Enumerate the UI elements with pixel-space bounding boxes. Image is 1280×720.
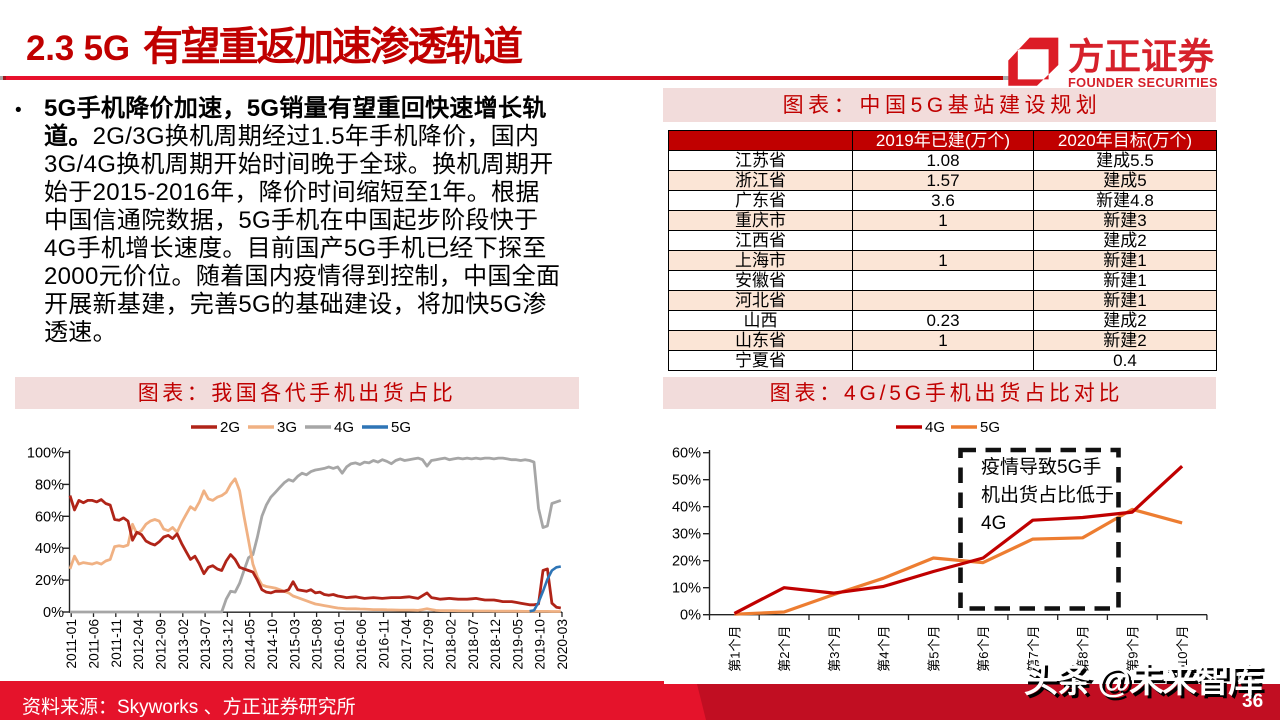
svg-text:第8个月: 第8个月 <box>1076 626 1091 672</box>
svg-text:20%: 20% <box>35 573 64 589</box>
svg-text:40%: 40% <box>35 541 64 557</box>
svg-text:机出货占比低于: 机出货占比低于 <box>981 484 1114 506</box>
svg-text:50%: 50% <box>672 473 701 489</box>
svg-text:2016-11: 2016-11 <box>377 619 392 669</box>
svg-text:第9个月: 第9个月 <box>1125 626 1140 672</box>
svg-text:2017-04: 2017-04 <box>399 619 414 670</box>
svg-text:2013-07: 2013-07 <box>198 619 213 670</box>
svg-text:2018-02: 2018-02 <box>444 619 459 670</box>
svg-text:2013-02: 2013-02 <box>176 619 191 670</box>
svg-text:2013-12: 2013-12 <box>220 619 235 670</box>
svg-text:100%: 100% <box>27 446 64 462</box>
svg-text:第10个月: 第10个月 <box>1175 626 1190 679</box>
svg-text:2017-09: 2017-09 <box>421 619 436 670</box>
svg-text:2011-11: 2011-11 <box>109 619 124 668</box>
svg-text:10%: 10% <box>672 581 701 597</box>
svg-text:2G: 2G <box>220 419 240 436</box>
svg-text:2012-09: 2012-09 <box>153 619 168 670</box>
svg-text:2014-10: 2014-10 <box>265 619 280 670</box>
svg-text:第7个月: 第7个月 <box>1026 626 1041 672</box>
svg-text:2020-03: 2020-03 <box>555 619 570 670</box>
svg-text:2015-08: 2015-08 <box>310 619 325 670</box>
svg-text:5G: 5G <box>391 419 411 436</box>
svg-text:30%: 30% <box>672 527 701 543</box>
svg-text:5G: 5G <box>980 419 1000 436</box>
svg-text:60%: 60% <box>672 446 701 462</box>
svg-text:头条 @未来智库: 头条 @未来智库 <box>1027 665 1266 703</box>
svg-text:80%: 80% <box>35 477 64 493</box>
svg-text:2018-07: 2018-07 <box>466 619 481 670</box>
svg-text:第4个月: 第4个月 <box>877 626 892 672</box>
svg-text:2016-06: 2016-06 <box>354 619 369 670</box>
svg-text:第1个月: 第1个月 <box>727 626 742 672</box>
svg-text:2014-05: 2014-05 <box>243 619 258 670</box>
svg-text:疫情导致5G手: 疫情导致5G手 <box>981 456 1101 478</box>
svg-text:2011-06: 2011-06 <box>87 619 102 669</box>
svg-text:头条 @未来智库: 头条 @未来智库 <box>1024 662 1263 700</box>
svg-text:0%: 0% <box>680 608 701 624</box>
svg-text:2018-12: 2018-12 <box>488 619 503 670</box>
svg-text:4G: 4G <box>925 419 945 436</box>
svg-text:2016-01: 2016-01 <box>332 619 347 670</box>
svg-text:60%: 60% <box>35 509 64 525</box>
svg-text:第3个月: 第3个月 <box>827 626 842 672</box>
svg-text:第2个月: 第2个月 <box>777 626 792 672</box>
svg-text:2011-01: 2011-01 <box>64 619 79 669</box>
svg-text:第6个月: 第6个月 <box>976 626 991 672</box>
svg-text:3G: 3G <box>277 419 297 436</box>
svg-text:2015-03: 2015-03 <box>287 619 302 670</box>
svg-text:0%: 0% <box>43 605 64 621</box>
svg-text:2019-10: 2019-10 <box>533 619 548 670</box>
svg-text:20%: 20% <box>672 554 701 570</box>
svg-text:40%: 40% <box>672 500 701 516</box>
svg-text:4G: 4G <box>981 513 1006 534</box>
svg-text:4G: 4G <box>334 419 354 436</box>
svg-text:2012-04: 2012-04 <box>131 619 146 670</box>
svg-text:2019-05: 2019-05 <box>510 619 525 670</box>
svg-text:第5个月: 第5个月 <box>926 626 941 672</box>
